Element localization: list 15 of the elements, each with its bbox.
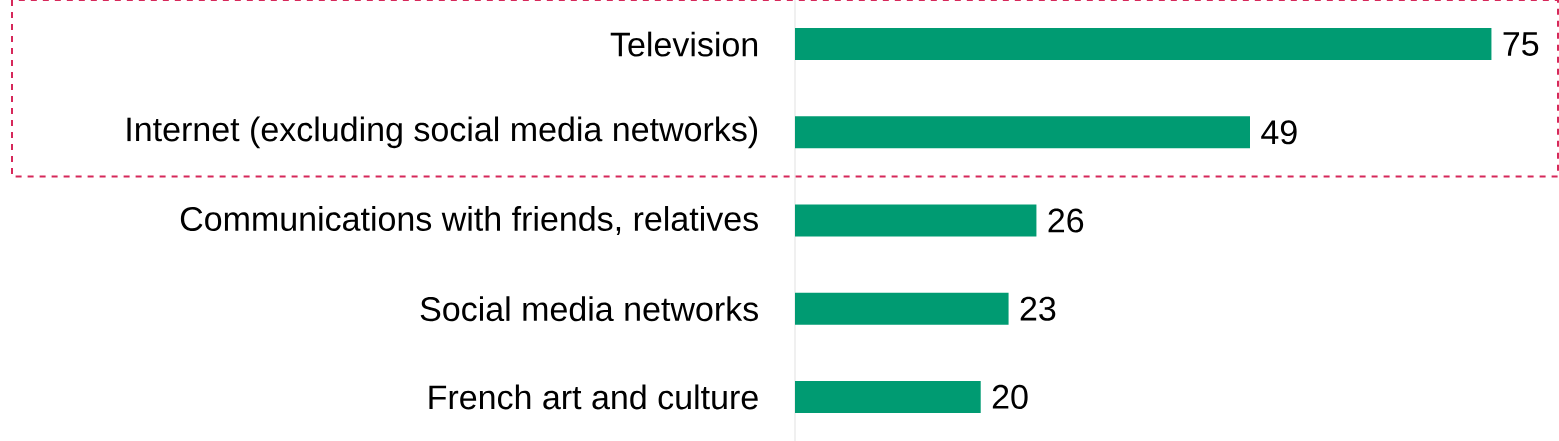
data-label: 75 bbox=[1503, 32, 1539, 56]
y-tick-label: Social media networks bbox=[420, 296, 758, 322]
bar bbox=[795, 116, 1250, 149]
data-label: 49 bbox=[1261, 120, 1297, 145]
y-tick-label: Communications with friends, relatives bbox=[180, 206, 758, 236]
y-tick-label: Internet (excluding social media networks) bbox=[127, 116, 758, 149]
y-tick-label: Television bbox=[610, 31, 758, 57]
bar bbox=[795, 204, 1037, 237]
y-tick-label: French art and culture bbox=[429, 384, 758, 410]
data-label: 23 bbox=[1020, 296, 1056, 321]
bar bbox=[795, 380, 981, 413]
bar bbox=[795, 292, 1009, 325]
data-label: 26 bbox=[1048, 208, 1084, 233]
bar bbox=[795, 28, 1492, 61]
data-label: 20 bbox=[992, 384, 1028, 409]
